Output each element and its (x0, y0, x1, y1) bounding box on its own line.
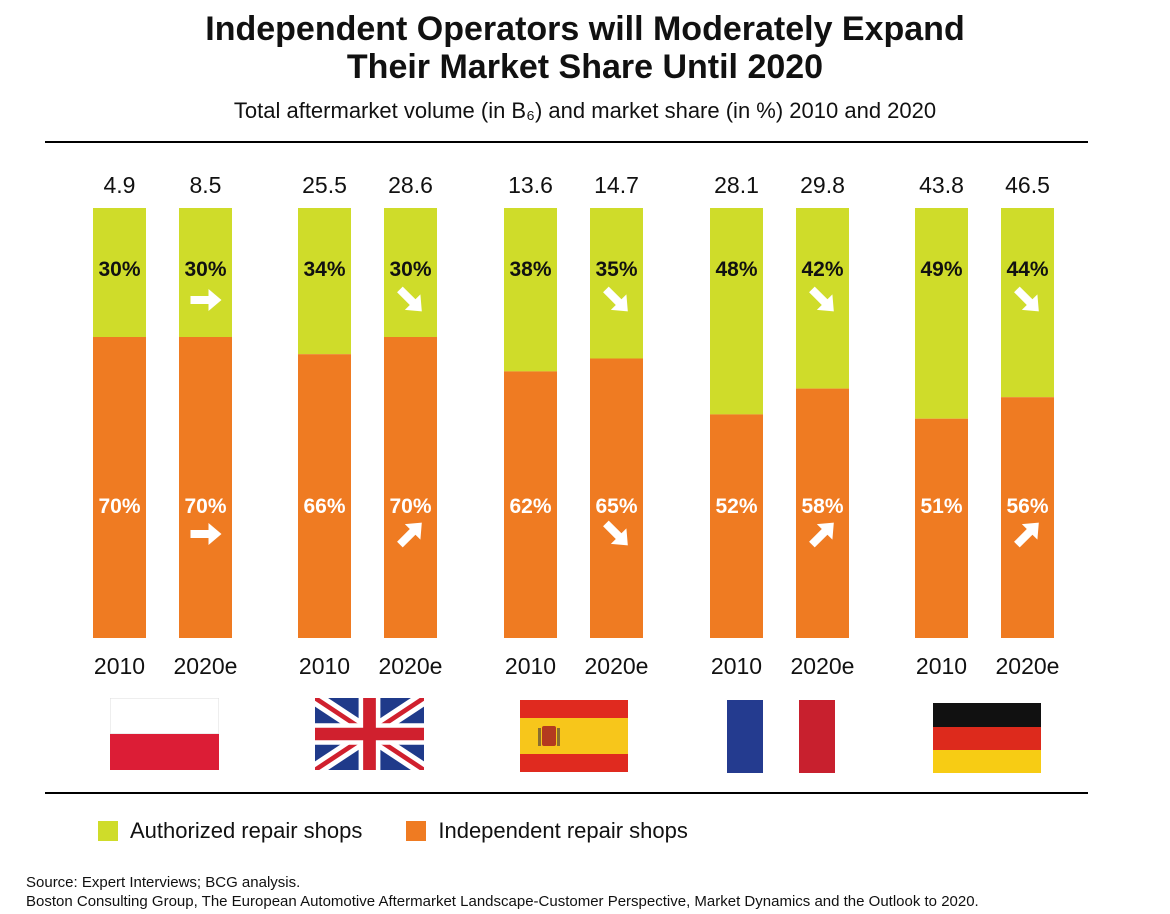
authorized-share-label-united-kingdom-2010: 34% (303, 258, 345, 281)
chart-subtitle: Total aftermarket volume (in B₆) and mar… (233, 98, 937, 123)
spain-flag-icon (520, 700, 628, 772)
authorized-share-label-germany-2020e: 44% (1006, 258, 1048, 281)
authorized-share-label-spain-2010: 38% (509, 258, 551, 281)
bar-independent-france-2010 (710, 414, 763, 638)
authorized-trend-arrow-united-kingdom-2020e (397, 286, 422, 312)
independent-share-label-germany-2020e: 56% (1006, 495, 1048, 518)
independent-trend-arrow-united-kingdom-2020e (397, 522, 422, 548)
year-label-spain-2020e: 2020e (585, 653, 649, 679)
bar-authorized-france-2010 (710, 208, 763, 415)
bar-authorized-united-kingdom-2010 (298, 208, 351, 355)
year-label-poland-2010: 2010 (94, 653, 145, 679)
bar-authorized-poland-2010 (93, 208, 146, 337)
bar-independent-germany-2010 (915, 418, 968, 638)
bar-independent-united-kingdom-2020e (384, 337, 437, 638)
authorized-trend-arrow-germany-2020e (1014, 286, 1039, 312)
legend-swatch-independent (406, 821, 427, 841)
total-label-united-kingdom-2020e: 28.6 (388, 172, 433, 198)
source-line-2: Boston Consulting Group, The European Au… (26, 893, 979, 910)
independent-trend-arrow-poland-2020e (190, 523, 222, 545)
independent-trend-arrow-spain-2020e (603, 520, 628, 546)
bar-authorized-united-kingdom-2020e (384, 208, 437, 337)
independent-trend-arrow-germany-2020e (1014, 522, 1039, 548)
bottom-rule (45, 792, 1088, 794)
source-line-1: Source: Expert Interviews; BCG analysis. (26, 874, 301, 891)
total-label-france-2010: 28.1 (714, 172, 759, 198)
authorized-trend-arrow-poland-2020e (190, 289, 222, 311)
total-label-poland-2010: 4.9 (104, 172, 136, 198)
independent-share-label-germany-2010: 51% (920, 495, 962, 518)
independent-trend-arrow-france-2020e (809, 522, 834, 548)
authorized-share-label-spain-2020e: 35% (595, 258, 637, 281)
bar-independent-france-2020e (796, 388, 849, 638)
source-note: Source: Expert Interviews; BCG analysis.… (26, 873, 979, 911)
year-label-spain-2010: 2010 (505, 653, 556, 679)
legend-label-independent: Independent repair shops (438, 818, 688, 843)
bar-independent-united-kingdom-2010 (298, 354, 351, 638)
germany-flag-icon (933, 703, 1041, 773)
independent-share-label-spain-2010: 62% (509, 495, 551, 518)
year-label-france-2020e: 2020e (791, 653, 855, 679)
bar-independent-poland-2010 (93, 337, 146, 638)
authorized-trend-arrow-france-2020e (809, 286, 834, 312)
independent-share-label-poland-2010: 70% (98, 495, 140, 518)
independent-share-label-poland-2020e: 70% (184, 495, 226, 518)
bar-chart: 4.9 30% 70% 2010 8.5 30% 70% 2020e 25.5 34% 66% 201… (93, 172, 1060, 679)
authorized-share-label-united-kingdom-2020e: 30% (389, 258, 431, 281)
chart-title: Independent Operators will Moderately Ex… (0, 10, 1170, 86)
year-label-poland-2020e: 2020e (174, 653, 238, 679)
year-label-united-kingdom-2010: 2010 (299, 653, 350, 679)
authorized-share-label-germany-2010: 49% (920, 258, 962, 281)
total-label-united-kingdom-2010: 25.5 (302, 172, 347, 198)
top-rule (45, 141, 1088, 143)
total-label-france-2020e: 29.8 (800, 172, 845, 198)
bar-authorized-spain-2020e (590, 208, 643, 359)
title-line-1: Independent Operators will Moderately Ex… (205, 10, 965, 48)
bar-authorized-poland-2020e (179, 208, 232, 337)
authorized-share-label-poland-2020e: 30% (184, 258, 226, 281)
bar-independent-poland-2020e (179, 337, 232, 638)
legend-swatch-authorized (98, 821, 118, 841)
legend-item-authorized: Authorized repair shops (98, 818, 362, 844)
authorized-trend-arrow-spain-2020e (603, 286, 628, 312)
total-label-germany-2010: 43.8 (919, 172, 964, 198)
year-label-united-kingdom-2020e: 2020e (379, 653, 443, 679)
independent-share-label-france-2020e: 58% (801, 495, 843, 518)
bar-independent-spain-2020e (590, 358, 643, 638)
title-line-2: Their Market Share Until 2020 (346, 48, 824, 86)
total-label-spain-2010: 13.6 (508, 172, 553, 198)
year-label-france-2010: 2010 (711, 653, 762, 679)
independent-share-label-united-kingdom-2010: 66% (303, 495, 345, 518)
legend: Authorized repair shops Independent repa… (98, 818, 732, 844)
year-label-germany-2010: 2010 (916, 653, 967, 679)
total-label-germany-2020e: 46.5 (1005, 172, 1050, 198)
authorized-share-label-poland-2010: 30% (98, 258, 140, 281)
independent-share-label-france-2010: 52% (715, 495, 757, 518)
bar-independent-germany-2020e (1001, 397, 1054, 638)
legend-label-authorized: Authorized repair shops (130, 818, 363, 843)
uk-flag-icon (315, 698, 424, 770)
bar-authorized-germany-2010 (915, 208, 968, 419)
independent-share-label-spain-2020e: 65% (595, 495, 637, 518)
poland-flag-icon (110, 698, 219, 770)
bar-authorized-spain-2010 (504, 208, 557, 372)
legend-item-independent: Independent repair shops (406, 818, 688, 844)
authorized-share-label-france-2020e: 42% (801, 258, 843, 281)
authorized-share-label-france-2010: 48% (715, 258, 757, 281)
independent-share-label-united-kingdom-2020e: 70% (389, 495, 431, 518)
france-flag-icon (727, 700, 835, 773)
year-label-germany-2020e: 2020e (996, 653, 1060, 679)
total-label-poland-2020e: 8.5 (190, 172, 222, 198)
total-label-spain-2020e: 14.7 (594, 172, 639, 198)
bar-independent-spain-2010 (504, 371, 557, 638)
